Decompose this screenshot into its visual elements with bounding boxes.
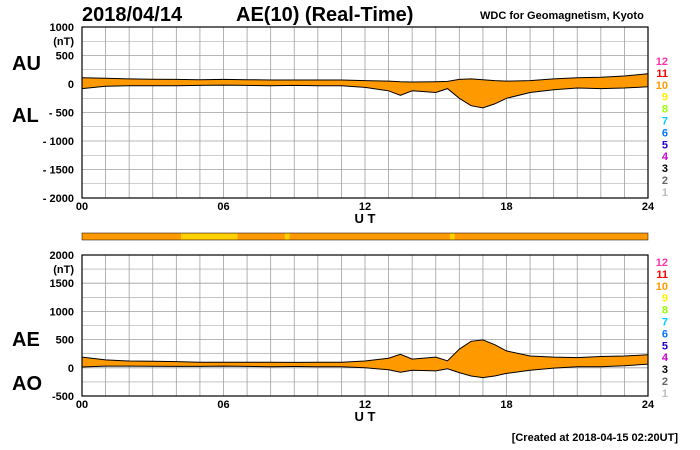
y-tick-label: -500 [52, 391, 74, 403]
x-axis-label: U T [355, 409, 376, 424]
y-tick-label: 0 [68, 79, 74, 91]
y-tick-label: 500 [56, 51, 74, 63]
y-tick-label: 1500 [50, 278, 74, 290]
station-count-label: 8 [662, 104, 668, 116]
status-bar [81, 232, 649, 241]
station-count-label: 6 [662, 328, 668, 340]
station-count-label: 4 [662, 352, 669, 364]
title-date: 2018/04/14 [82, 4, 183, 26]
station-count-label: 12 [656, 257, 668, 269]
x-tick-label: 00 [76, 201, 88, 213]
index-label-lower: AL [12, 105, 39, 127]
series-au [81, 73, 649, 83]
status-bar-segment [181, 233, 238, 240]
station-count-label: 4 [662, 151, 669, 163]
y-tick-label: 500 [56, 335, 74, 347]
station-count-label: 11 [656, 68, 668, 80]
status-bar-segment [284, 233, 290, 240]
y-tick-label: - 500 [49, 108, 74, 120]
chart-title: AE(10) (Real-Time) [236, 4, 414, 26]
x-tick-label: 06 [217, 201, 229, 213]
station-count-label: 12 [656, 56, 668, 68]
x-tick-label: 18 [500, 201, 512, 213]
station-count-label: 8 [662, 305, 668, 317]
station-count-label: 3 [662, 364, 668, 376]
x-tick-label: 00 [76, 399, 88, 411]
index-label-lower: AO [12, 373, 42, 395]
x-tick-label: 18 [500, 399, 512, 411]
y-tick-label: 0 [68, 363, 74, 375]
series-ao [81, 363, 649, 379]
index-label-upper: AE [12, 329, 40, 351]
y-tick-label: 1000 [50, 306, 74, 318]
station-count-label: 3 [662, 163, 668, 175]
station-count-label: 10 [656, 281, 668, 293]
y-tick-label: 1000 [50, 22, 74, 34]
x-tick-label: 24 [642, 201, 655, 213]
station-count-label: 5 [662, 340, 668, 352]
x-tick-label: 12 [359, 399, 371, 411]
station-count-label: 9 [662, 293, 668, 305]
series-al [81, 84, 649, 109]
y-tick-label: 2000 [50, 250, 74, 262]
station-count-label: 9 [662, 92, 668, 104]
y-tick-label: - 2000 [43, 193, 74, 205]
station-count-label: 1 [662, 388, 668, 400]
index-label-upper: AU [12, 53, 41, 75]
station-count-label: 7 [662, 116, 668, 128]
plot-frame [81, 254, 649, 397]
status-bar-segment [449, 233, 455, 240]
created-timestamp: [Created at 2018-04-15 02:20UT] [511, 432, 678, 444]
station-count-label: 5 [662, 139, 668, 151]
plot-frame [81, 26, 649, 199]
y-unit-label: (nT) [53, 36, 74, 48]
y-tick-label: - 1500 [43, 165, 74, 177]
station-count-label: 2 [662, 175, 668, 187]
envelope-fill [82, 73, 648, 108]
y-unit-label: (nT) [53, 264, 74, 276]
station-count-label: 11 [656, 269, 668, 281]
series-ae [81, 339, 649, 363]
y-tick-label: - 1000 [43, 136, 74, 148]
station-count-label: 6 [662, 127, 668, 139]
station-count-label: 10 [656, 80, 668, 92]
station-count-label: 2 [662, 376, 668, 388]
x-tick-label: 24 [642, 399, 655, 411]
station-count-label: 7 [662, 317, 668, 329]
source-label: WDC for Geomagnetism, Kyoto [480, 10, 644, 22]
envelope-fill [82, 339, 648, 378]
x-tick-label: 12 [359, 201, 371, 213]
station-count-label: 1 [662, 187, 668, 199]
x-tick-label: 06 [217, 399, 229, 411]
x-axis-label: U T [355, 211, 376, 226]
